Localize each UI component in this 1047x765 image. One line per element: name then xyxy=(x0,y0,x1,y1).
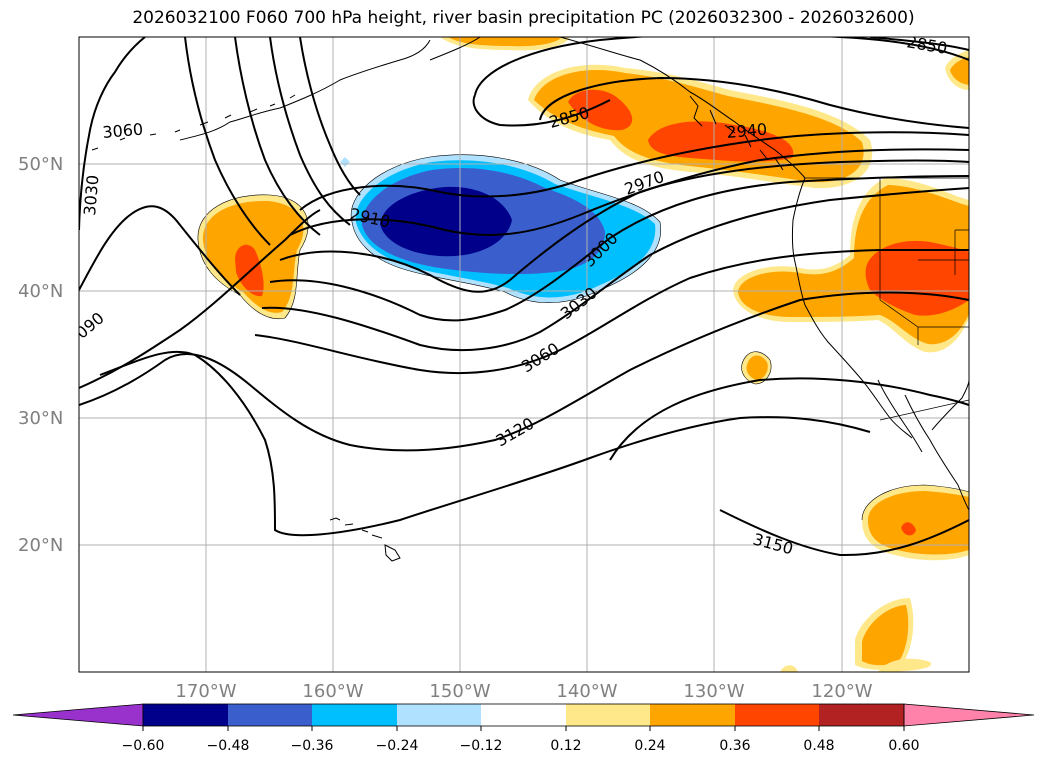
map-title: 2026032100 F060 700 hPa height, river ba… xyxy=(132,8,915,28)
colorbar-tick-label: 0.60 xyxy=(888,738,919,754)
colorbar-segment xyxy=(397,704,481,726)
colorbar-segment xyxy=(228,704,312,726)
contour-label: 3120 xyxy=(493,414,538,451)
colorbar-tick-label: −0.48 xyxy=(207,738,250,754)
lon-label: 140°W xyxy=(556,681,617,702)
pos-strong-mexico xyxy=(901,522,916,536)
neg-small-dot xyxy=(340,157,350,167)
colorbar-tick-label: −0.36 xyxy=(291,738,334,754)
lon-label: 130°W xyxy=(683,681,744,702)
contour-north-ridge xyxy=(472,94,611,127)
negative-precip-anomaly xyxy=(340,154,661,303)
lat-label: 40°N xyxy=(18,281,63,302)
colorbar-segment xyxy=(481,704,566,726)
contour-label: 3060 xyxy=(518,339,563,377)
contour-label: 2940 xyxy=(726,120,768,142)
contour-n-loop3 xyxy=(269,37,351,226)
colorbar-tick-label: −0.24 xyxy=(376,738,419,754)
pos-small-offshore-mid xyxy=(746,355,768,380)
contour-2910 xyxy=(299,131,969,211)
contour-n-loop4 xyxy=(299,37,361,196)
pos-strong-gulf-coast xyxy=(648,121,794,162)
contour-3000 xyxy=(269,175,969,322)
map-panel: 3060 3030 3090 2910 2850 2940 2970 3000 … xyxy=(64,32,969,672)
pos-mid-mexico xyxy=(868,491,969,555)
contour-2850-inner xyxy=(539,76,969,129)
colorbar-segment xyxy=(566,704,650,726)
pos-strong-wus xyxy=(865,240,969,316)
contour-ne-edge xyxy=(869,37,969,51)
colorbar-segment xyxy=(735,704,819,726)
colorbar-extend-high xyxy=(903,703,1035,727)
colorbar-segment xyxy=(312,704,397,726)
alaska-coast xyxy=(179,37,806,179)
contour-label: 2850 xyxy=(905,32,948,58)
colorbar-segment xyxy=(650,704,735,726)
colorbar: −0.60 −0.48 −0.36 −0.24 −0.12 0.12 0.24 … xyxy=(12,703,1035,754)
contour-n-loop1 xyxy=(184,37,271,246)
lat-label: 30°N xyxy=(18,408,63,429)
colorbar-tick-label: −0.12 xyxy=(460,738,503,754)
lon-label: 150°W xyxy=(429,681,490,702)
lat-labels: 50°N 40°N 30°N 20°N xyxy=(18,154,63,556)
mexico-coast xyxy=(931,379,969,431)
contour-2970 xyxy=(279,159,969,293)
contour-3030-south xyxy=(261,187,969,352)
height-contours xyxy=(79,37,969,557)
pos-mid-south xyxy=(862,605,909,666)
contour-2850-north xyxy=(474,37,969,96)
colorbar-tick-label: 0.36 xyxy=(719,738,750,754)
pos-light-south2 xyxy=(878,658,932,672)
contour-3150 xyxy=(99,350,871,537)
contour-3150-closed xyxy=(609,377,969,557)
contour-label: 3090 xyxy=(64,308,107,349)
contour-label: 2970 xyxy=(622,167,667,199)
colorbar-frame xyxy=(142,703,905,727)
colorbar-segment xyxy=(143,704,228,726)
contour-label: 3030 xyxy=(80,174,102,216)
colorbar-tick-label: 0.48 xyxy=(803,738,834,754)
colorbar-tick-label: −0.60 xyxy=(122,738,165,754)
lon-label: 120°W xyxy=(811,681,872,702)
pos-strong-gulf-north xyxy=(568,89,633,131)
contour-3060-south xyxy=(254,248,969,375)
baja xyxy=(877,379,969,511)
contour-3030-west xyxy=(79,37,146,231)
colorbar-tick-label: 0.12 xyxy=(550,738,581,754)
shade-outlines xyxy=(197,154,969,521)
contour-3060-west xyxy=(79,205,241,296)
lon-labels: 170°W 160°W 150°W 140°W 130°W 120°W xyxy=(175,681,872,702)
lon-label: 160°W xyxy=(302,681,363,702)
contour-label: 3150 xyxy=(751,530,795,559)
contour-n-loop2 xyxy=(234,37,321,236)
map-frame xyxy=(78,36,970,673)
colorbar-tick-label: 0.24 xyxy=(634,738,665,754)
lat-label: 20°N xyxy=(18,535,63,556)
contour-label: 3060 xyxy=(102,120,144,142)
positive-precip-anomaly xyxy=(197,37,969,672)
colorbar-tick-marks xyxy=(142,726,905,731)
hawaii xyxy=(329,517,401,562)
coastlines xyxy=(91,37,969,562)
lon-label: 170°W xyxy=(175,681,236,702)
colorbar-segment xyxy=(819,704,904,726)
neg-max-area xyxy=(380,186,512,257)
us-west-coast xyxy=(791,177,913,439)
contour-2940 xyxy=(289,148,969,236)
colorbar-extend-low xyxy=(12,703,144,727)
pos-light-south3 xyxy=(780,665,798,672)
lat-label: 50°N xyxy=(18,154,63,175)
pos-ne-corner-mid xyxy=(950,57,969,85)
aleutians xyxy=(91,94,296,151)
contour-3090 xyxy=(79,209,321,389)
